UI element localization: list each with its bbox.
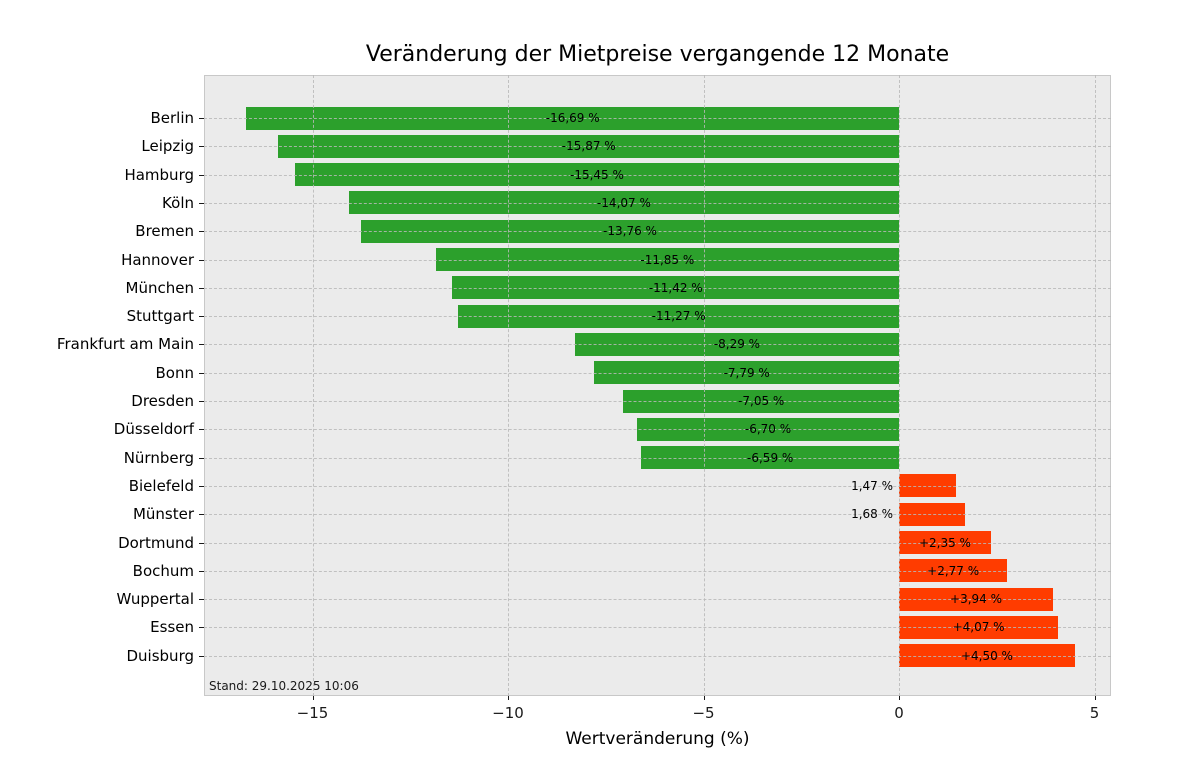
bar-value-label-dresden: -7,05 % <box>738 394 785 408</box>
x-tick-mark <box>703 696 705 700</box>
y-tick-mark <box>199 542 204 544</box>
gridline-horizontal <box>204 118 1111 119</box>
x-tick-mark <box>899 696 900 700</box>
gridline-vertical <box>1094 75 1096 696</box>
bar-value-label-duisburg: +4,50 % <box>960 648 1013 663</box>
bar-value-label-bielefeld: 1,47 % <box>851 478 893 493</box>
y-tick-mark <box>199 570 204 572</box>
y-tick-mark <box>199 316 204 318</box>
bar-value-label-m-nchen: -11,42 % <box>648 280 703 295</box>
bar-value-label-m-nster: 1,68 % <box>851 507 893 522</box>
y-tick-label-hannover: Hannover <box>121 250 194 269</box>
x-axis-label: Wertveränderung (%) <box>565 729 750 749</box>
gridline-vertical <box>508 75 509 696</box>
y-tick-label-n-rnberg: Nürnberg <box>123 448 194 467</box>
y-tick-label-k-ln: Köln <box>162 193 194 212</box>
bar-value-label-frankfurt-am-main: -8,29 % <box>713 337 761 352</box>
bar-value-label-essen: +4,07 % <box>952 620 1005 635</box>
y-tick-label-bielefeld: Bielefeld <box>128 476 194 495</box>
bar-value-label-stuttgart: -11,27 % <box>651 309 706 324</box>
gridline-horizontal <box>204 202 1111 204</box>
gridline-horizontal <box>204 627 1111 629</box>
bar-value-label-k-ln: -14,07 % <box>596 195 651 210</box>
y-tick-label-duisburg: Duisburg <box>126 646 195 665</box>
gridline-horizontal <box>204 146 1111 148</box>
gridline-horizontal <box>204 514 1111 516</box>
gridline-horizontal <box>204 344 1111 346</box>
gridline-horizontal <box>204 542 1111 544</box>
y-tick-mark <box>199 202 204 204</box>
gridline-horizontal <box>204 457 1111 459</box>
gridline-horizontal <box>204 655 1111 657</box>
y-tick-mark <box>199 146 204 148</box>
gridline-horizontal <box>204 259 1111 261</box>
gridline-horizontal <box>204 401 1111 402</box>
gridline-horizontal <box>204 316 1111 318</box>
x-tick-mark <box>1094 696 1096 700</box>
y-tick-mark <box>199 372 204 374</box>
y-tick-label-stuttgart: Stuttgart <box>126 307 194 326</box>
bar-value-label-bremen: -13,76 % <box>603 224 657 239</box>
y-tick-mark <box>199 599 204 601</box>
gridline-horizontal <box>204 174 1111 176</box>
bar-value-label-dortmund: +2,35 % <box>918 535 971 550</box>
y-tick-label-hamburg: Hamburg <box>124 165 194 184</box>
y-tick-label-leipzig: Leipzig <box>141 137 194 156</box>
x-tick-mark <box>508 696 509 700</box>
bar-value-label-bonn: -7,79 % <box>723 365 770 380</box>
gridline-horizontal <box>204 372 1111 374</box>
y-tick-label-d-sseldorf: Düsseldorf <box>113 420 194 439</box>
y-tick-mark <box>199 118 204 119</box>
bar-value-label-wuppertal: +3,94 % <box>950 592 1003 607</box>
x-tick-mark <box>312 696 314 700</box>
y-tick-label-berlin: Berlin <box>150 109 194 127</box>
chart-title: Veränderung der Mietpreise vergangende 1… <box>365 42 950 67</box>
y-tick-mark <box>199 514 204 516</box>
y-tick-label-frankfurt-am-main: Frankfurt am Main <box>56 335 194 354</box>
gridline-vertical <box>312 75 314 696</box>
x-tick-label: −5 <box>692 704 715 722</box>
y-tick-label-m-nchen: München <box>125 278 194 297</box>
bar-value-label-d-sseldorf: -6,70 % <box>744 422 792 437</box>
y-tick-mark <box>199 627 204 629</box>
x-tick-label: 0 <box>894 704 904 722</box>
y-tick-mark <box>199 174 204 176</box>
y-tick-mark <box>199 655 204 657</box>
bar-value-label-hamburg: -15,45 % <box>569 167 624 182</box>
y-tick-mark <box>199 457 204 459</box>
gridline-horizontal <box>204 599 1111 601</box>
x-tick-label: −15 <box>296 704 329 722</box>
y-tick-mark <box>199 259 204 261</box>
y-tick-mark <box>199 485 204 487</box>
y-tick-label-dortmund: Dortmund <box>118 533 194 552</box>
gridline-vertical <box>899 75 900 696</box>
bar-value-label-berlin: -16,69 % <box>545 111 600 125</box>
y-tick-label-dresden: Dresden <box>131 392 194 410</box>
y-tick-mark <box>199 429 204 431</box>
y-tick-label-bonn: Bonn <box>155 363 194 382</box>
gridline-horizontal <box>204 570 1111 572</box>
x-tick-label: −10 <box>492 704 524 722</box>
y-tick-label-bremen: Bremen <box>135 222 194 241</box>
gridline-horizontal <box>204 485 1111 487</box>
y-tick-mark <box>199 401 204 402</box>
y-tick-mark <box>199 287 204 289</box>
gridline-horizontal <box>204 287 1111 289</box>
gridline-vertical <box>703 75 705 696</box>
y-tick-label-m-nster: Münster <box>132 505 194 524</box>
bar-value-label-hannover: -11,85 % <box>640 252 695 267</box>
y-tick-mark <box>199 344 204 346</box>
y-tick-label-bochum: Bochum <box>132 561 194 580</box>
x-tick-label: 5 <box>1089 704 1100 722</box>
bar-value-label-n-rnberg: -6,59 % <box>747 450 794 465</box>
bar-value-label-leipzig: -15,87 % <box>561 139 616 154</box>
y-tick-label-wuppertal: Wuppertal <box>116 590 194 609</box>
bar-value-label-bochum: +2,77 % <box>927 563 980 578</box>
gridline-horizontal <box>204 429 1111 431</box>
y-tick-mark <box>199 231 204 233</box>
y-tick-label-essen: Essen <box>150 618 194 637</box>
stand-annotation: Stand: 29.10.2025 10:06 <box>209 679 359 693</box>
gridline-horizontal <box>204 231 1111 233</box>
